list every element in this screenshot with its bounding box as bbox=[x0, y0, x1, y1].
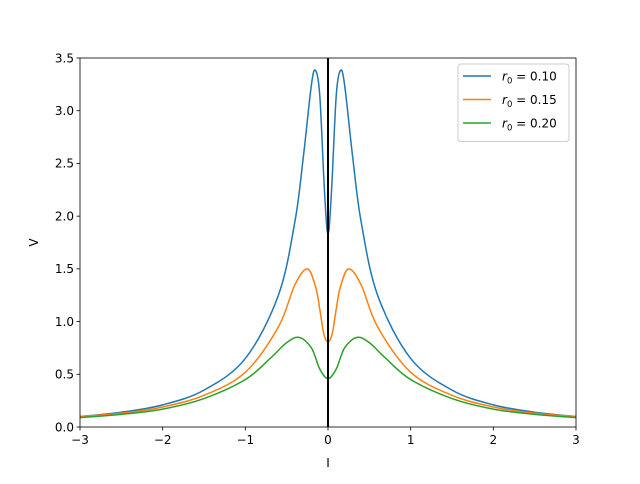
x-tick-label: 0 bbox=[324, 433, 332, 447]
legend-label: r0 = 0.20 bbox=[502, 117, 557, 134]
legend-label: r0 = 0.10 bbox=[502, 70, 557, 87]
y-tick-label: 3.0 bbox=[55, 104, 74, 118]
y-tick-label: 1.0 bbox=[55, 315, 74, 329]
x-tick-label: 1 bbox=[407, 433, 415, 447]
y-tick-label: 0.5 bbox=[55, 368, 74, 382]
x-axis-ticks: −3 −2 −1 0 1 2 3 bbox=[71, 427, 580, 447]
y-tick-label: 2.0 bbox=[55, 209, 74, 223]
y-axis-ticks: 0.0 0.5 1.0 1.5 2.0 2.5 3.0 3.5 bbox=[55, 51, 80, 434]
x-tick-label: −1 bbox=[236, 433, 254, 447]
x-tick-label: −2 bbox=[154, 433, 172, 447]
legend-label: r0 = 0.15 bbox=[502, 93, 557, 110]
y-axis-label: V bbox=[27, 238, 41, 247]
x-axis-label: I bbox=[326, 456, 330, 470]
legend-box bbox=[457, 63, 570, 142]
y-tick-label: 1.5 bbox=[55, 262, 74, 276]
x-tick-label: 3 bbox=[572, 433, 580, 447]
y-tick-label: 3.5 bbox=[55, 51, 74, 65]
y-tick-label: 2.5 bbox=[55, 157, 74, 171]
y-tick-label: 0.0 bbox=[55, 420, 74, 434]
legend: r0 = 0.10 r0 = 0.15 r0 = 0.20 bbox=[457, 63, 570, 142]
x-tick-label: −3 bbox=[71, 433, 89, 447]
x-tick-label: 2 bbox=[490, 433, 498, 447]
